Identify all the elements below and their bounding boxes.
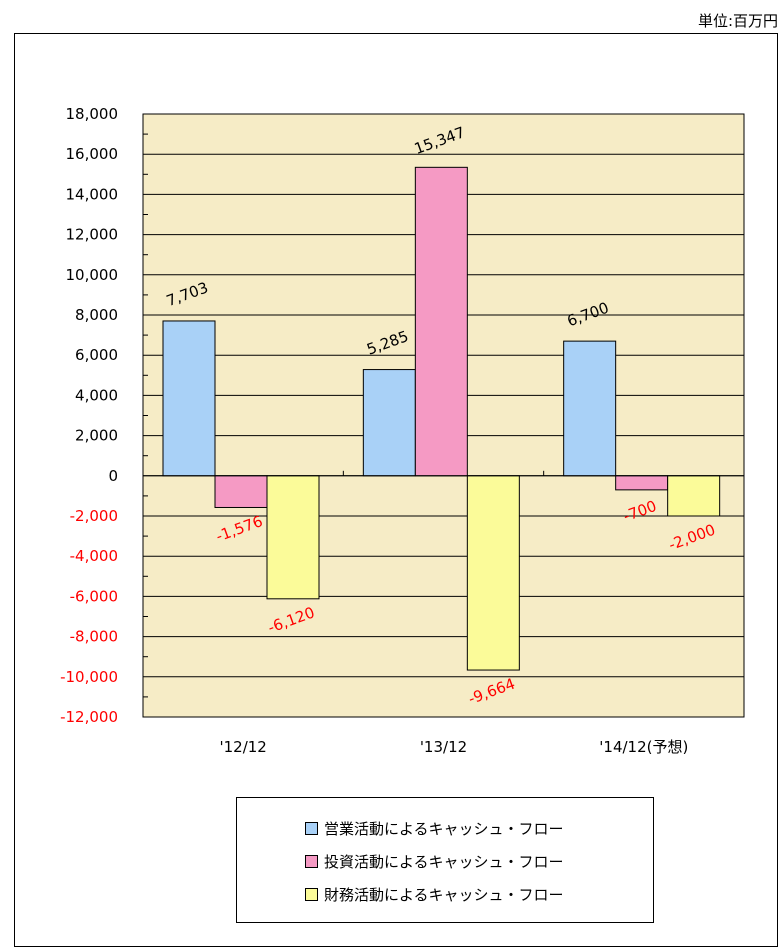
legend-item-investing: 投資活動によるキャッシュ・フロー	[237, 845, 653, 878]
y-tick-label: -12,000	[60, 708, 118, 726]
legend-label-financing: 財務活動によるキャッシュ・フロー	[324, 886, 564, 904]
y-tick-label: -4,000	[70, 547, 118, 565]
y-tick-label: 12,000	[66, 226, 119, 244]
legend-label-investing: 投資活動によるキャッシュ・フロー	[324, 853, 564, 871]
y-tick-label: -2,000	[70, 507, 118, 525]
plot-border	[142, 113, 745, 718]
bar-financing	[667, 475, 721, 517]
y-tick-label: 8,000	[75, 306, 118, 324]
y-tick-label: 10,000	[66, 266, 119, 284]
y-tick-label: -6,000	[70, 587, 118, 605]
x-tick-label: '12/12	[219, 738, 266, 756]
legend-swatch-operating	[305, 822, 318, 835]
bar-financing	[266, 475, 320, 600]
y-tick-label: 0	[108, 467, 118, 485]
y-tick-label: 18,000	[66, 105, 119, 123]
x-tick-label: '14/12(予想)	[599, 738, 688, 756]
bar-investing	[414, 166, 468, 477]
bar-operating	[563, 340, 617, 477]
y-tick-label: 6,000	[75, 346, 118, 364]
unit-label: 単位:百万円	[697, 12, 778, 30]
x-tick-label: '13/12	[420, 738, 467, 756]
y-tick-label: 4,000	[75, 386, 118, 404]
bar-investing	[214, 475, 268, 508]
y-tick-label: 16,000	[66, 145, 119, 163]
y-tick-label: 14,000	[66, 185, 119, 203]
bar-investing	[615, 475, 669, 491]
legend-swatch-investing	[305, 855, 318, 868]
legend-item-operating: 営業活動によるキャッシュ・フロー	[237, 812, 653, 845]
bar-operating	[162, 320, 216, 477]
bar-financing	[466, 475, 520, 671]
y-tick-label: 2,000	[75, 427, 118, 445]
legend-label-operating: 営業活動によるキャッシュ・フロー	[324, 820, 564, 838]
legend-swatch-financing	[305, 888, 318, 901]
legend-item-financing: 財務活動によるキャッシュ・フロー	[237, 878, 653, 911]
y-tick-label: -10,000	[60, 668, 118, 686]
legend: 営業活動によるキャッシュ・フロー 投資活動によるキャッシュ・フロー 財務活動によ…	[236, 797, 654, 923]
bar-operating	[362, 369, 416, 477]
y-tick-label: -8,000	[70, 628, 118, 646]
